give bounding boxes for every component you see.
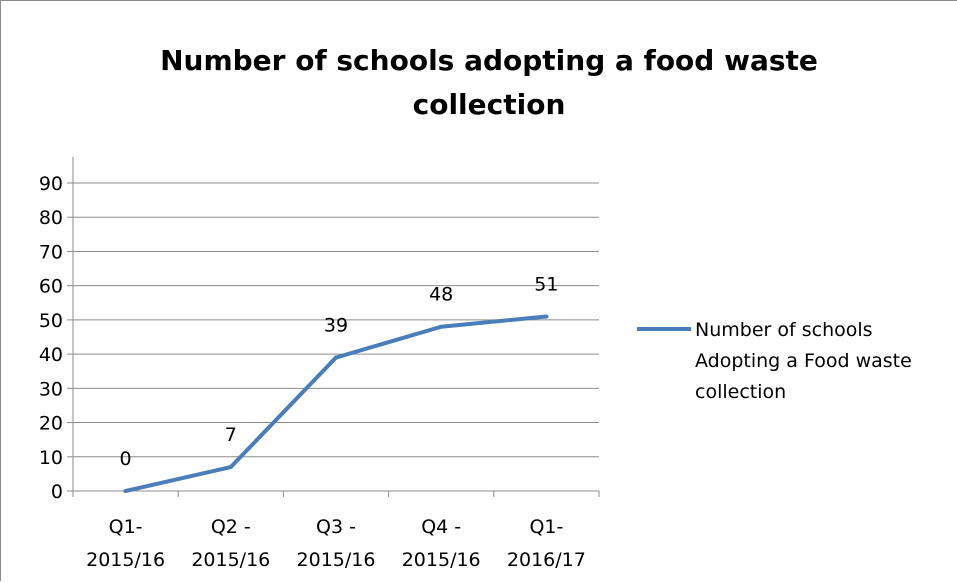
data-point bbox=[334, 355, 338, 360]
y-tick-label: 20 bbox=[39, 413, 63, 435]
y-tick-label: 10 bbox=[39, 447, 63, 469]
data-point bbox=[439, 324, 444, 329]
x-category-label: 2015/16 bbox=[191, 549, 270, 571]
data-label: 0 bbox=[120, 448, 132, 470]
y-tick-label: 60 bbox=[39, 276, 63, 298]
data-point bbox=[123, 489, 128, 493]
y-tick-label: 30 bbox=[39, 378, 63, 400]
y-axis-tick-labels: 0 10 20 30 40 50 60 70 80 90 bbox=[39, 173, 63, 503]
x-category-label: Q4 - bbox=[421, 516, 461, 538]
chart-title-line-2: collection bbox=[413, 88, 566, 121]
chart-title-line-1: Number of schools adopting a food waste bbox=[160, 44, 818, 77]
gridlines bbox=[73, 182, 599, 458]
series-layer bbox=[123, 314, 549, 493]
x-category-label: Q1- bbox=[109, 516, 143, 538]
y-tick-label: 0 bbox=[51, 481, 63, 503]
data-label: 51 bbox=[534, 273, 558, 295]
x-category-label: 2015/16 bbox=[86, 549, 165, 571]
data-label: 48 bbox=[429, 284, 453, 306]
y-tick-label: 80 bbox=[39, 207, 63, 229]
data-point bbox=[228, 465, 233, 470]
x-category-label: 2016/17 bbox=[507, 549, 586, 571]
axes bbox=[67, 157, 600, 497]
legend-line-2: Adopting a Food waste bbox=[695, 350, 912, 372]
x-category-label: Q1- bbox=[529, 516, 563, 538]
y-tick-label: 50 bbox=[39, 310, 63, 332]
x-category-label: Q2 - bbox=[211, 516, 251, 538]
data-labels: 0 7 39 48 51 bbox=[120, 273, 559, 470]
data-point bbox=[544, 314, 549, 319]
x-category-label: Q3 - bbox=[316, 516, 356, 538]
legend-line-1: Number of schools bbox=[695, 319, 873, 341]
y-tick-label: 90 bbox=[39, 173, 63, 195]
x-category-label: 2015/16 bbox=[402, 549, 481, 571]
legend: Number of schools Adopting a Food waste … bbox=[637, 319, 912, 403]
x-category-label: 2015/16 bbox=[297, 549, 376, 571]
data-label: 7 bbox=[225, 424, 237, 446]
legend-line-3: collection bbox=[695, 381, 786, 403]
y-tick-label: 70 bbox=[39, 241, 63, 263]
x-axis-category-labels: Q1- 2015/16 Q2 - 2015/16 Q3 - 2015/16 Q4 - 2015… bbox=[86, 516, 586, 571]
data-label: 39 bbox=[324, 315, 348, 337]
y-tick-label: 40 bbox=[39, 344, 63, 366]
series-line bbox=[123, 314, 549, 493]
